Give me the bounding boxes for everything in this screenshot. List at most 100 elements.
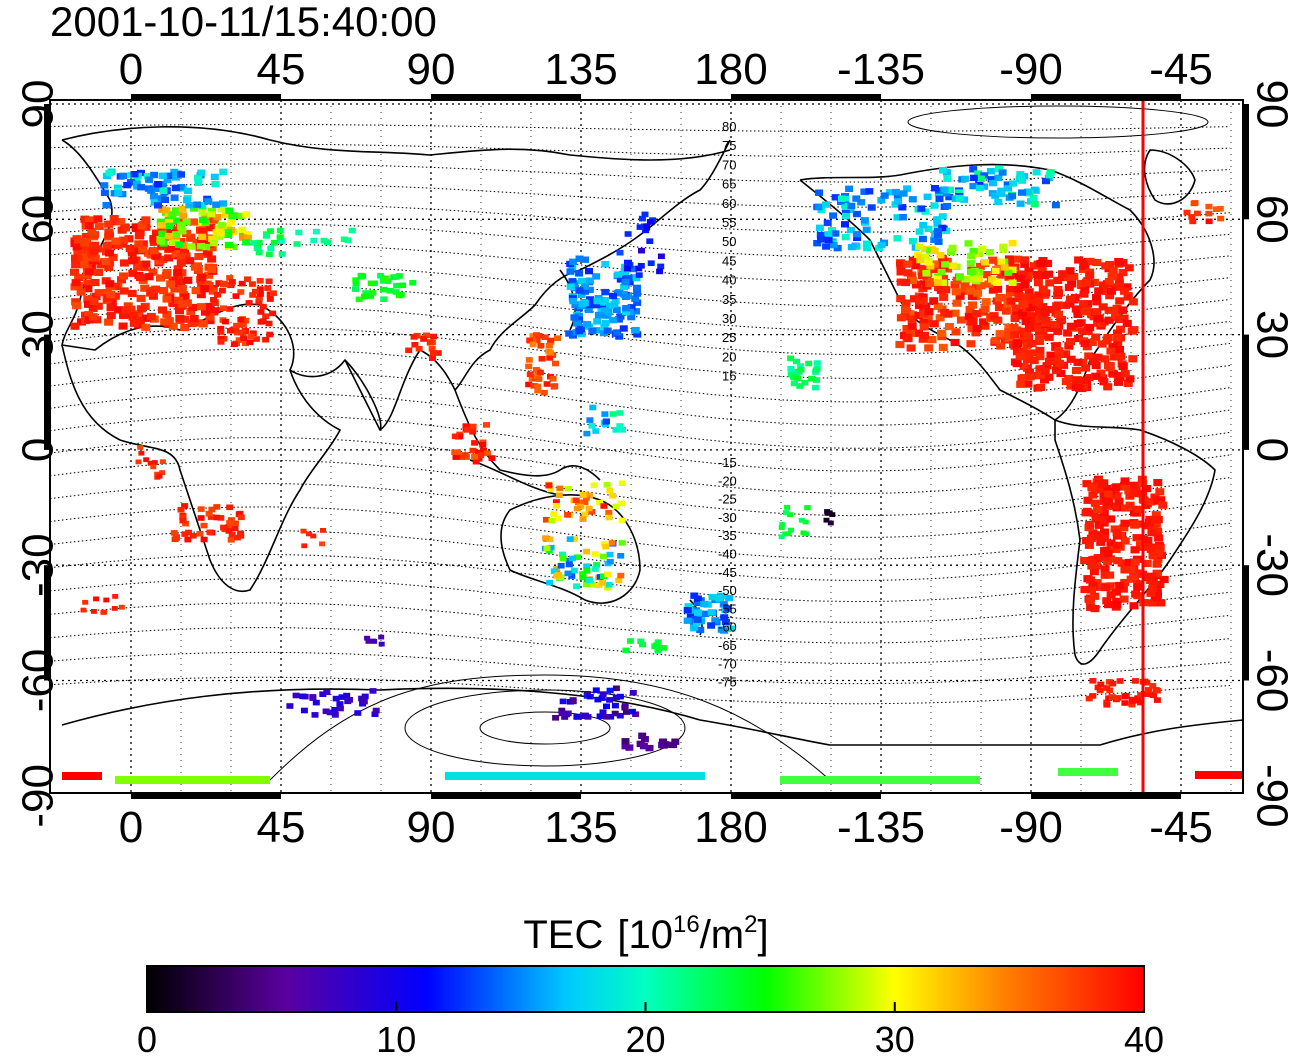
tec-pixel (89, 297, 99, 305)
tec-pixel (134, 310, 144, 318)
tec-pixel (1020, 260, 1030, 268)
tec-pixel (995, 304, 1004, 312)
tec-pixel (1091, 333, 1101, 341)
tec-pixel (639, 742, 648, 750)
tec-pixel (550, 511, 558, 517)
tec-pixel (603, 482, 611, 488)
tec-pixel (708, 594, 717, 601)
tec-pixel (340, 236, 348, 243)
tec-pixel (880, 192, 889, 199)
tec-pixel (77, 255, 87, 263)
tec-pixel (615, 577, 623, 584)
tec-pixel (463, 427, 471, 433)
tec-pixel (1110, 353, 1119, 361)
tec-data-points (62, 165, 1243, 784)
right-latitude-label: 90 (1248, 80, 1292, 129)
tec-pixel (143, 173, 152, 180)
tec-pixel (896, 261, 906, 270)
tec-pixel (639, 641, 646, 648)
tec-pixel (564, 512, 572, 518)
tec-pixel (919, 319, 929, 327)
tec-pixel (197, 169, 206, 176)
tec-pixel (125, 244, 135, 252)
tec-pixel (657, 263, 665, 270)
tec-pixel (939, 274, 948, 282)
tec-pixel (230, 212, 239, 219)
tec-pixel (1093, 353, 1103, 361)
tec-pixel (237, 212, 246, 220)
tec-pixel (1085, 521, 1095, 529)
tec-pixel (212, 201, 221, 208)
tec-pixel (867, 204, 876, 211)
tec-pixel (578, 300, 587, 308)
tec-pixel (210, 173, 219, 181)
tec-pixel (233, 329, 241, 336)
tec-pixel (956, 274, 964, 281)
tec-pixel (1109, 694, 1116, 700)
tec-pixel (906, 329, 916, 337)
tec-pixel (915, 301, 924, 310)
tec-pixel (570, 567, 578, 574)
tec-pixel (1128, 355, 1138, 363)
tec-pixel (1092, 294, 1101, 302)
tec-pixel (901, 299, 911, 307)
tec-pixel (622, 308, 630, 316)
tec-pixel (201, 213, 210, 220)
tec-pixel (320, 237, 328, 244)
tec-pixel (123, 302, 133, 310)
tec-pixel (966, 340, 976, 348)
tec-pixel (173, 269, 183, 277)
tec-pixel (118, 604, 125, 610)
tec-pixel (606, 551, 614, 558)
tec-pixel (100, 182, 109, 189)
tec-pixel (1089, 278, 1099, 286)
tec-pixel (645, 744, 654, 752)
tec-pixel (79, 261, 89, 269)
tec-pixel (981, 298, 991, 306)
tec-pixel (119, 311, 128, 319)
tec-pixel (902, 333, 912, 341)
tec-pixel (428, 346, 436, 352)
tec-polar-band (1058, 768, 1118, 776)
tec-pixel (987, 176, 996, 183)
contour-label: 25 (722, 330, 736, 345)
tec-pixel (551, 383, 559, 389)
tec-pixel (559, 555, 567, 562)
tec-pixel (266, 296, 274, 302)
right-latitude-label: -30 (1248, 533, 1292, 597)
tec-pixel (205, 510, 213, 517)
tec-pixel (312, 228, 320, 235)
tec-pixel (1148, 584, 1158, 592)
tec-pixel (194, 179, 203, 186)
tec-pixel (862, 226, 871, 233)
tec-pixel (1079, 300, 1089, 308)
tec-pixel (355, 296, 363, 303)
tec-pixel (606, 487, 614, 494)
tec-pixel (176, 279, 186, 287)
top-longitude-label: 45 (257, 45, 306, 94)
tec-pixel (173, 265, 183, 273)
tec-pixel (651, 643, 659, 649)
tec-pixel (951, 288, 961, 296)
tec-pixel (1104, 316, 1114, 324)
tec-pixel (102, 202, 111, 209)
tec-pixel (226, 520, 234, 526)
tec-pixel (646, 219, 654, 225)
tec-pixel (136, 305, 146, 313)
tec-pixel (240, 335, 248, 341)
tec-pixel (1137, 699, 1145, 706)
tec-pixel (263, 232, 271, 239)
tec-pixel (180, 315, 190, 323)
tec-pixel (1159, 575, 1169, 584)
tec-pixel (891, 188, 900, 196)
tec-pixel (1071, 305, 1081, 313)
tec-pixel (276, 227, 284, 234)
tec-pixel (574, 554, 581, 560)
tec-pixel (585, 277, 594, 284)
tec-pixel (930, 247, 939, 254)
tec-pixel (938, 224, 947, 232)
tec-pixel (950, 338, 960, 347)
tec-pixel (216, 230, 225, 237)
tec-pixel (157, 238, 166, 245)
